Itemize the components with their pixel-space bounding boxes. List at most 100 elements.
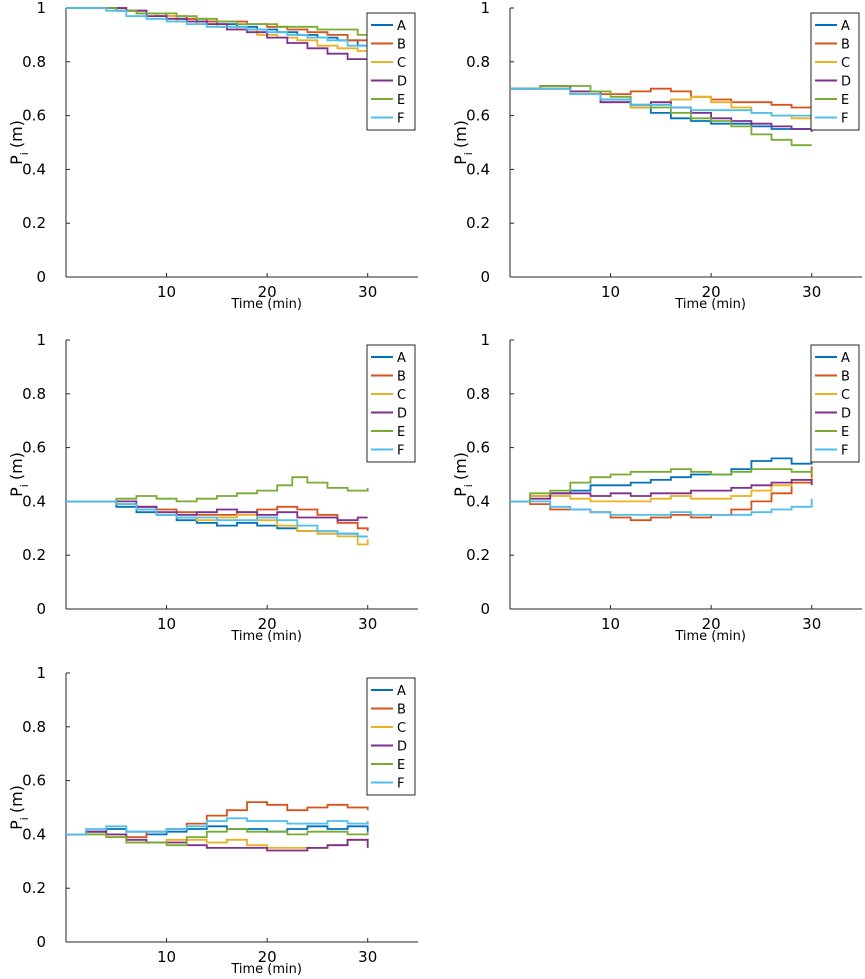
legend-label-A: A [841,19,850,34]
legend-label-F: F [841,444,848,459]
series-line-F [66,817,369,836]
y-axis-label: Pi (m) [7,785,31,830]
series-line-A [510,457,813,503]
y-axis-label: Pi (m) [451,452,475,497]
legend-label-D: D [841,407,851,422]
legend-label-E: E [397,758,405,773]
legend-label-E: E [397,425,405,440]
y-tick-label: 0 [36,600,46,618]
legend-label-B: B [397,38,406,53]
x-tick-label: 20 [258,283,277,301]
legend-label-D: D [841,75,851,90]
series-line-F [510,87,813,121]
series-line-B [66,500,369,531]
y-tick-label: 1 [480,0,490,17]
y-tick-label: 1 [36,664,46,682]
y-tick-label: 0 [480,268,490,286]
x-tick-label: 10 [601,283,620,301]
series-line-E [510,468,813,503]
series-line-E [66,7,369,41]
series-line-D [510,85,813,132]
y-tick-label: 1 [480,331,490,349]
legend-label-C: C [397,721,406,736]
y-tick-label: 0.6 [22,772,46,790]
x-tick-label: 20 [702,283,721,301]
y-axis-label-unit: (m) [7,452,26,480]
legend-label-D: D [397,407,407,422]
y-tick-label: 0 [36,933,46,951]
series-line-A [510,87,813,132]
legend-label-F: F [397,112,404,127]
legend-label-E: E [841,93,849,108]
y-axis-label-unit: (m) [451,120,470,148]
chart-panel-top-left: 0 0.2 0.4 0.6 0.8 1 10 20 30 Time (min) Pi (m) ABCDE… [7,0,418,312]
x-tick-label: 30 [358,615,377,633]
chart-panel-top-right: 0 0.2 0.4 0.6 0.8 1 10 20 30 Time (min) Pi (m) ABCDE… [451,0,862,312]
series-line-F [510,498,813,516]
x-tick-label: 30 [802,283,821,301]
legend-label-C: C [841,388,850,403]
series-line-B [510,466,813,522]
legend-label-F: F [841,112,848,127]
legend-label-A: A [397,684,406,699]
x-tick-label: 30 [802,615,821,633]
y-axis-label-main: P [451,487,470,497]
legend-label-B: B [397,370,406,385]
legend-label-F: F [397,777,404,792]
series-line-F [66,7,369,54]
legend-label-C: C [397,56,406,71]
legend-box [366,344,416,463]
chart-panel-middle-right: 0 0.2 0.4 0.6 0.8 1 10 20 30 Time (min) Pi (m) ABCDE… [451,331,862,644]
y-axis-label-sub: i [18,152,31,155]
x-tick-label: 30 [358,948,377,966]
legend-box [366,12,416,131]
y-tick-label: 0.4 [22,160,46,178]
y-tick-label: 0.8 [22,53,46,71]
y-tick-label: 0.8 [466,385,490,403]
legend-label-C: C [841,56,850,71]
y-axis-label-sub: i [18,817,31,820]
x-tick-label: 20 [258,948,277,966]
y-axis-label-sub: i [18,484,31,487]
y-tick-label: 0 [480,600,490,618]
legend-label-E: E [397,93,405,108]
series-line-D [510,479,813,503]
x-tick-label: 30 [358,283,377,301]
y-axis-label-unit: (m) [7,120,26,148]
x-axis-label: Time (min) [230,629,302,644]
legend-box [366,677,416,796]
y-tick-label: 0 [36,268,46,286]
y-axis-label-main: P [451,155,470,165]
legend-label-B: B [841,38,850,53]
legend-label-B: B [397,703,406,718]
series-line-F [66,500,368,538]
y-tick-label: 0.4 [22,492,46,510]
legend-label-D: D [397,75,407,90]
y-tick-label: 1 [36,0,46,17]
y-tick-label: 0.2 [466,546,490,564]
x-tick-label: 10 [601,615,620,633]
legend-label-A: A [397,19,406,34]
legend-label-E: E [841,425,849,440]
x-axis-label: Time (min) [674,297,746,312]
y-tick-label: 0.2 [22,879,46,897]
y-tick-label: 0.4 [22,825,46,843]
series-line-E [510,85,812,147]
y-axis-label: Pi (m) [451,120,475,165]
y-tick-label: 0.4 [466,492,490,510]
legend-label-F: F [397,444,404,459]
chart-panel-bottom-left: 0 0.2 0.4 0.6 0.8 1 10 20 30 Time (min) Pi (m) ABCDE… [7,664,418,977]
y-axis-label: Pi (m) [7,120,31,165]
x-tick-label: 20 [702,615,721,633]
legend-box [810,12,860,131]
x-tick-label: 10 [157,948,176,966]
x-tick-label: 20 [258,615,277,633]
series-line-D [66,7,369,62]
y-tick-label: 0.4 [466,160,490,178]
y-tick-label: 0.2 [22,214,46,232]
series-line-D [66,830,369,852]
series-line-D [66,500,368,522]
